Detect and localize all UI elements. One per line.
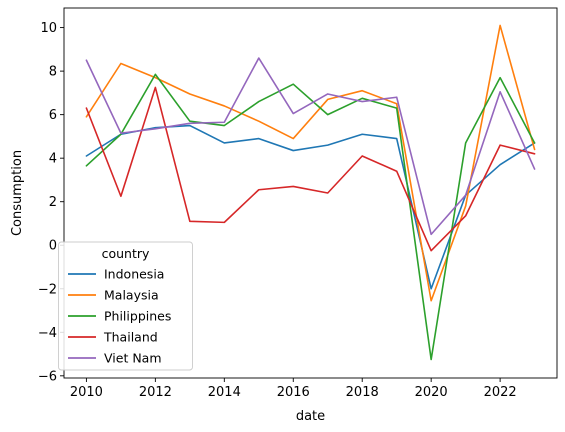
legend-label-philippines: Philippines — [104, 309, 171, 324]
y-tick-label: 2 — [49, 195, 57, 210]
x-tick-label: 2012 — [139, 385, 172, 400]
x-axis: 2010 2012 2014 2016 2018 2020 2022 — [70, 378, 517, 400]
series-line-viet-nam — [85, 57, 536, 236]
legend-label-thailand: Thailand — [103, 330, 158, 345]
plot-frame — [63, 7, 558, 379]
y-tick-label: −4 — [38, 326, 57, 341]
x-tick-label: 2020 — [415, 385, 448, 400]
legend-title: country — [102, 246, 150, 261]
y-tick-label: −2 — [38, 282, 57, 297]
legend-entries: Indonesia Malaysia Philippines Thailand Viet… — [68, 267, 171, 366]
y-axis: −6 −4 −2 0 2 4 6 8 10 — [38, 21, 64, 384]
legend-label-viet-nam: Viet Nam — [104, 351, 162, 366]
x-tick-label: 2022 — [484, 385, 517, 400]
y-axis-label: Consumption — [10, 150, 25, 236]
x-tick-label: 2016 — [277, 385, 310, 400]
y-tick-label: 6 — [49, 108, 57, 123]
series-layer — [85, 24, 536, 361]
y-tick-label: 8 — [49, 65, 57, 80]
x-tick-label: 2014 — [208, 385, 241, 400]
y-tick-label: −6 — [38, 369, 57, 384]
y-tick-label: 4 — [49, 152, 57, 167]
legend-label-indonesia: Indonesia — [104, 267, 164, 282]
series-line-philippines — [85, 73, 536, 361]
series-line-thailand — [85, 86, 536, 252]
x-tick-label: 2018 — [346, 385, 379, 400]
y-tick-label: 10 — [40, 21, 57, 36]
legend: country Indonesia Malaysia Philippines Thai… — [58, 241, 193, 371]
y-tick-label: 0 — [49, 239, 57, 254]
x-axis-label: date — [296, 409, 325, 424]
x-tick-label: 2010 — [70, 385, 103, 400]
legend-label-malaysia: Malaysia — [104, 288, 159, 303]
